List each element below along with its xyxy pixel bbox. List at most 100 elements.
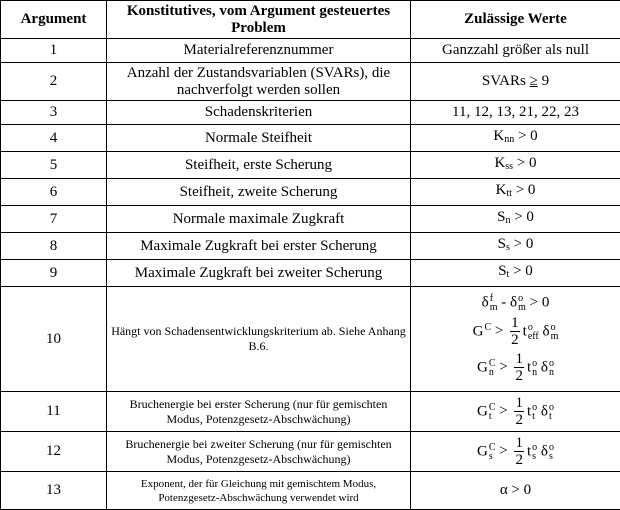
- argument-number: 8: [1, 233, 107, 260]
- symbol-base: δ: [541, 359, 548, 375]
- symbol-base: δ: [542, 323, 549, 339]
- header-row: Argument Konstitutives, vom Argument ges…: [1, 1, 620, 39]
- subscript: n: [532, 368, 537, 377]
- problem-description: Normale maximale Zugkraft: [107, 206, 411, 233]
- denominator: 2: [514, 412, 524, 428]
- subscript: t: [489, 412, 496, 421]
- numerator: 1: [510, 315, 520, 332]
- problem-description: Steifheit, zweite Scherung: [107, 179, 411, 206]
- value-expression: Kss > 0: [414, 155, 617, 175]
- expression-text: Ganzzahl größer als null: [442, 42, 589, 58]
- numerator: 1: [514, 435, 524, 452]
- symbol-base: K: [494, 155, 505, 171]
- expression-text: >: [495, 323, 507, 339]
- allowed-values: Knn > 0: [411, 125, 620, 152]
- allowed-values: Ganzzahl größer als null: [411, 39, 620, 63]
- symbol-base: δ: [482, 294, 489, 310]
- subscript: ss: [505, 161, 513, 172]
- expression-text: >: [499, 359, 511, 375]
- problem-description: Exponent, der für Gleichung mit gemischt…: [107, 472, 411, 510]
- argument-number: 1: [1, 39, 107, 63]
- numerator: 1: [514, 351, 524, 368]
- symbol-base: t: [523, 323, 527, 339]
- symbol-base: δ: [510, 294, 517, 310]
- symbol-base: S: [498, 236, 506, 252]
- subscript: m: [518, 303, 526, 312]
- value-expression: Sn > 0: [414, 209, 617, 229]
- argument-number: 3: [1, 101, 107, 125]
- header-argument: Argument: [1, 1, 107, 39]
- math-symbol: Sn: [497, 209, 510, 229]
- problem-description: Hängt von Schadensentwicklungskriterium …: [107, 287, 411, 392]
- expression-text: -: [501, 294, 510, 310]
- symbol-base: δ: [541, 403, 548, 419]
- argument-number: 2: [1, 63, 107, 101]
- problem-description: Anzahl der Zustandsvariablen (SVARs), di…: [107, 63, 411, 101]
- subscript: s: [489, 452, 496, 461]
- argument-number: 6: [1, 179, 107, 206]
- expression-text: α > 0: [500, 482, 531, 498]
- expression-text: > 0: [530, 294, 550, 310]
- expression-text: > 0: [514, 209, 534, 225]
- subscript: [485, 332, 492, 341]
- problem-description: Maximale Zugkraft bei erster Scherung: [107, 233, 411, 260]
- subscript: n: [505, 215, 510, 226]
- value-expression: Ktt > 0: [414, 182, 617, 202]
- symbol-base: t: [527, 359, 531, 375]
- argument-number: 7: [1, 206, 107, 233]
- symbol-base: G: [477, 403, 488, 419]
- symbol-base: K: [493, 128, 504, 144]
- expression-text: > 0: [517, 155, 537, 171]
- subscript: n: [489, 368, 496, 377]
- expression-text: 9: [538, 73, 549, 89]
- numerator: 1: [514, 395, 524, 412]
- expression-text: 11, 12, 13, 21, 22, 23: [452, 104, 579, 120]
- expression-text: SVARs: [482, 73, 530, 89]
- argument-number: 10: [1, 287, 107, 392]
- symbol-base: G: [473, 323, 484, 339]
- argument-number: 11: [1, 392, 107, 432]
- allowed-values: Sn > 0: [411, 206, 620, 233]
- argument-number: 12: [1, 432, 107, 472]
- math-symbol: St: [498, 263, 509, 283]
- subscript: s: [549, 452, 554, 461]
- subscript: t: [507, 269, 510, 280]
- math-symbol: Ktt: [496, 182, 512, 202]
- header-values: Zulässige Werte: [411, 1, 620, 39]
- problem-description: Bruchenergie bei zweiter Scherung (nur f…: [107, 432, 411, 472]
- subscript: t: [532, 412, 537, 421]
- subscript: s: [532, 452, 537, 461]
- value-expression: Ganzzahl größer als null: [414, 42, 617, 59]
- expression-text: >: [499, 403, 511, 419]
- expression-text: ≥: [530, 73, 538, 89]
- symbol-base: K: [496, 182, 507, 198]
- math-symbol: Kss: [494, 155, 513, 175]
- expression-text: > 0: [513, 263, 533, 279]
- symbol-base: G: [477, 359, 488, 375]
